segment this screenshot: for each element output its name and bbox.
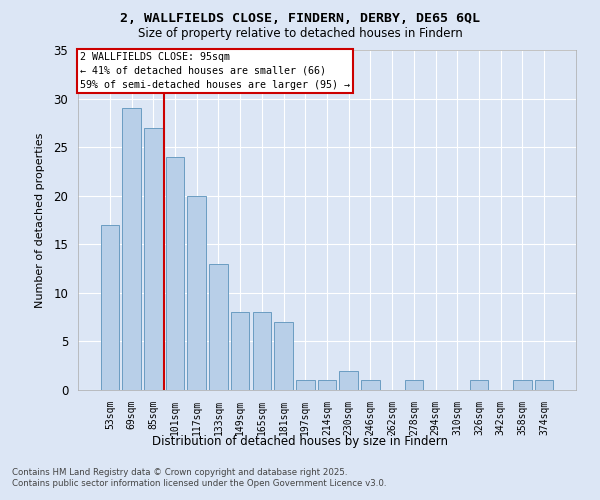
Text: 2, WALLFIELDS CLOSE, FINDERN, DERBY, DE65 6QL: 2, WALLFIELDS CLOSE, FINDERN, DERBY, DE6… <box>120 12 480 26</box>
Bar <box>187 196 206 390</box>
Bar <box>166 157 184 390</box>
Text: Size of property relative to detached houses in Findern: Size of property relative to detached ho… <box>137 28 463 40</box>
Text: Contains HM Land Registry data © Crown copyright and database right 2025.
Contai: Contains HM Land Registry data © Crown c… <box>12 468 386 487</box>
Text: 2 WALLFIELDS CLOSE: 95sqm
← 41% of detached houses are smaller (66)
59% of semi-: 2 WALLFIELDS CLOSE: 95sqm ← 41% of detac… <box>80 52 350 90</box>
Bar <box>340 370 358 390</box>
Bar <box>361 380 380 390</box>
Y-axis label: Number of detached properties: Number of detached properties <box>35 132 45 308</box>
Bar <box>231 312 250 390</box>
Bar <box>404 380 423 390</box>
Text: Distribution of detached houses by size in Findern: Distribution of detached houses by size … <box>152 435 448 448</box>
Bar <box>535 380 553 390</box>
Bar <box>513 380 532 390</box>
Bar <box>122 108 141 390</box>
Bar <box>318 380 336 390</box>
Bar <box>274 322 293 390</box>
Bar <box>470 380 488 390</box>
Bar <box>209 264 227 390</box>
Bar <box>296 380 314 390</box>
Bar <box>144 128 163 390</box>
Bar <box>253 312 271 390</box>
Bar <box>101 225 119 390</box>
